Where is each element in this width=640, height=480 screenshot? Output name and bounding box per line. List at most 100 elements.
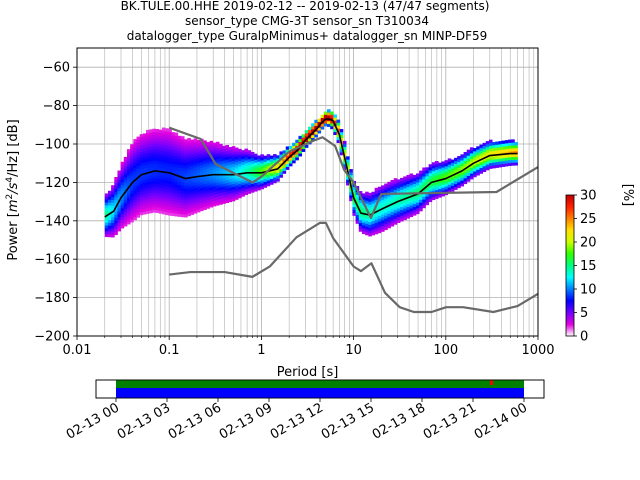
ppsd-cell — [114, 223, 118, 227]
ppsd-cell — [253, 159, 258, 163]
ppsd-cell — [355, 209, 360, 213]
ppsd-cell — [450, 188, 455, 192]
ppsd-cell — [161, 150, 166, 154]
ppsd-cell — [180, 144, 185, 149]
ppsd-cell — [130, 193, 134, 197]
ppsd-cell — [152, 163, 156, 167]
ppsd-cell — [161, 190, 166, 195]
ppsd-cell — [225, 162, 229, 166]
ppsd-cell — [219, 158, 223, 162]
ppsd-cell — [187, 140, 191, 145]
ppsd-cell — [396, 213, 401, 218]
ppsd-cell — [450, 171, 455, 175]
ppsd-cell — [139, 142, 144, 147]
ppsd-cell — [190, 168, 195, 172]
ppsd-cell — [165, 162, 169, 167]
ppsd-cell — [460, 171, 464, 175]
ppsd-cell — [361, 193, 366, 197]
ppsd-cell — [431, 185, 436, 189]
ppsd-cell — [212, 177, 217, 181]
ppsd-cell — [155, 166, 160, 170]
ppsd-cell — [498, 155, 503, 159]
ppsd-cell — [165, 159, 169, 164]
ppsd-cell — [431, 188, 436, 192]
colorbar-tick-label: 25 — [580, 212, 597, 227]
ppsd-cell — [339, 131, 344, 136]
ppsd-cell — [120, 161, 125, 166]
ppsd-cell — [231, 180, 236, 185]
ppsd-cell — [136, 139, 141, 143]
ppsd-cell — [228, 167, 233, 171]
ppsd-cell — [180, 199, 185, 203]
ppsd-cell — [184, 156, 188, 160]
ppsd-cell — [193, 190, 198, 194]
ppsd-cell — [165, 174, 169, 178]
ppsd-cell — [142, 170, 147, 175]
ppsd-cell — [133, 150, 137, 154]
ppsd-cell — [250, 163, 255, 167]
ppsd-cell — [190, 179, 195, 184]
ppsd-cell — [193, 201, 198, 205]
ppsd-cell — [158, 135, 163, 139]
ppsd-cell — [485, 141, 490, 145]
ppsd-cell — [155, 172, 160, 176]
ppsd-cell — [336, 128, 341, 132]
ppsd-cell — [244, 191, 249, 196]
ppsd-cell — [180, 162, 185, 166]
ppsd-cell — [114, 194, 118, 198]
ppsd-cell — [444, 186, 449, 190]
ppsd-cell — [212, 197, 217, 201]
ppsd-cell — [177, 135, 182, 140]
ppsd-cell — [133, 202, 137, 206]
ppsd-cell — [177, 141, 182, 145]
ppsd-cell — [234, 187, 239, 192]
ppsd-cell — [158, 161, 163, 165]
ppsd-cell — [174, 201, 179, 205]
ppsd-cell — [444, 174, 449, 178]
ppsd-cell — [174, 181, 179, 185]
ppsd-cell — [168, 157, 172, 161]
ppsd-cell — [511, 145, 515, 149]
ppsd-cell — [273, 159, 277, 164]
ppsd-cell — [307, 129, 312, 133]
ppsd-cell — [161, 136, 166, 140]
ppsd-cell — [387, 187, 391, 191]
ppsd-cell — [142, 162, 147, 166]
x-axis-label: Period [s] — [277, 365, 339, 380]
ppsd-cell — [171, 166, 176, 171]
ppsd-cell — [158, 181, 163, 185]
datalogger-info: datalogger_type GuralpMinimus+ datalogge… — [127, 29, 488, 43]
ppsd-cell — [209, 192, 214, 196]
ppsd-cell — [263, 158, 268, 162]
ppsd-cell — [244, 180, 249, 184]
ppsd-cell — [174, 178, 179, 182]
ppsd-cell — [250, 154, 255, 159]
ppsd-cell — [171, 152, 176, 156]
ppsd-cell — [393, 183, 398, 188]
ppsd-cell — [301, 148, 306, 152]
ppsd-cell — [120, 190, 125, 194]
ppsd-cell — [415, 184, 420, 189]
ppsd-cell — [260, 165, 264, 170]
ppsd-cell — [133, 176, 137, 180]
ppsd-cell — [336, 133, 341, 138]
ppsd-cell — [514, 147, 518, 152]
ppsd-cell — [180, 213, 185, 218]
ppsd-cell — [263, 161, 268, 165]
ppsd-cell — [304, 144, 309, 148]
ppsd-cell — [130, 161, 134, 165]
ppsd-cell — [441, 161, 445, 165]
ppsd-cell — [203, 206, 207, 210]
ppsd-cell — [234, 147, 239, 151]
ppsd-cell — [206, 185, 210, 189]
ppsd-cell — [168, 203, 172, 208]
ppsd-cell — [200, 161, 204, 166]
ppsd-cell — [231, 198, 236, 202]
ppsd-cell — [492, 165, 496, 169]
ppsd-cell — [155, 131, 160, 136]
x-tick-label: 0.01 — [63, 343, 92, 358]
ppsd-cell — [371, 217, 376, 221]
ppsd-cell — [171, 192, 176, 196]
ppsd-cell — [358, 225, 363, 229]
ppsd-cell — [158, 207, 163, 211]
